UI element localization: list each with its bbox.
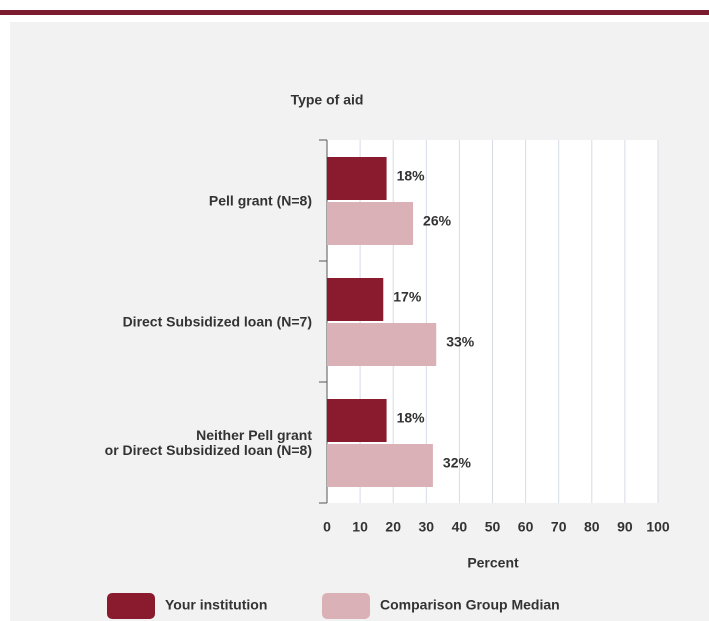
bar (327, 278, 384, 321)
x-tick-label: 50 (485, 519, 501, 535)
x-tick-label: 10 (352, 519, 368, 535)
bar (327, 323, 437, 366)
legend-swatch (107, 593, 155, 619)
top-bar (0, 10, 709, 15)
data-label: 33% (446, 334, 475, 350)
x-tick-label: 100 (646, 519, 670, 535)
data-label: 17% (393, 289, 422, 305)
y-tick-label: Direct Subsidized loan (N=7) (122, 313, 312, 329)
data-label: 32% (443, 455, 472, 471)
x-tick-label: 20 (385, 519, 401, 535)
x-tick-label: 0 (323, 519, 331, 535)
legend-swatch (322, 593, 370, 619)
data-label: 26% (423, 213, 452, 229)
x-tick-label: 70 (551, 519, 567, 535)
y-tick-label: Neither Pell grant or Direct Subsidized … (104, 426, 312, 458)
x-tick-label: 60 (518, 519, 534, 535)
bar (327, 399, 387, 442)
x-tick-label: 30 (419, 519, 435, 535)
data-label: 18% (397, 410, 426, 426)
bar (327, 157, 387, 200)
x-tick-label: 80 (584, 519, 600, 535)
x-axis-label: Percent (467, 555, 519, 571)
bar (327, 444, 433, 487)
legend-label: Comparison Group Median (380, 597, 560, 613)
legend-label: Your institution (165, 597, 267, 613)
chart-title: Type of aid (291, 92, 364, 108)
y-tick-label: Pell grant (N=8) (208, 192, 312, 208)
x-tick-label: 40 (452, 519, 468, 535)
bar (327, 202, 414, 245)
x-tick-label: 90 (617, 519, 633, 535)
data-label: 18% (397, 168, 426, 184)
